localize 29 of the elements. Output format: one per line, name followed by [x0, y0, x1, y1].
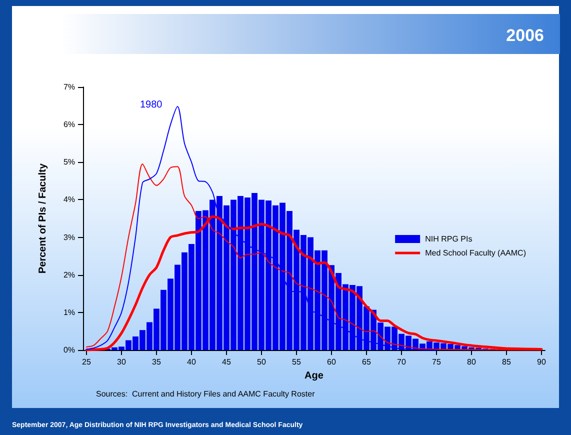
y-tick-label: 3%	[63, 232, 75, 242]
y-tick-label: 7%	[63, 82, 75, 92]
annotation: 1980	[140, 100, 163, 110]
y-tick-label: 2%	[63, 270, 75, 280]
x-tick-label: 90	[537, 358, 546, 366]
x-axis-title: Age	[304, 370, 324, 382]
x-tick-label: 80	[467, 358, 476, 366]
source-note: Sources: Current and History Files and AAMC Faculty Roster	[96, 390, 316, 398]
y-tick-label: 0%	[63, 346, 75, 354]
y-tick-label: 1%	[63, 308, 75, 317]
y-axis-title: Percent of PIs / Faculty	[38, 163, 48, 274]
x-tick-label: 75	[432, 358, 442, 366]
y-tick-label: 6%	[63, 120, 75, 130]
x-tick-label: 60	[327, 358, 336, 366]
legend-label: Med School Faculty (AAMC)	[425, 248, 526, 258]
x-tick-label: 50	[257, 358, 266, 366]
x-tick-label: 25	[82, 358, 92, 366]
legend-label: NIH RPG PIs	[425, 234, 472, 244]
y-tick-label: 5%	[63, 158, 75, 167]
x-tick-label: 55	[292, 358, 302, 366]
x-tick-label: 45	[222, 358, 232, 366]
chart-title: 2006	[506, 26, 544, 45]
x-tick-label: 70	[397, 358, 406, 366]
x-tick-label: 65	[362, 358, 372, 366]
x-tick-label: 35	[152, 358, 162, 366]
y-tick-label: 4%	[63, 195, 75, 204]
x-tick-label: 85	[502, 358, 512, 366]
x-tick-label: 30	[117, 358, 126, 366]
x-tick-label: 40	[187, 358, 196, 366]
